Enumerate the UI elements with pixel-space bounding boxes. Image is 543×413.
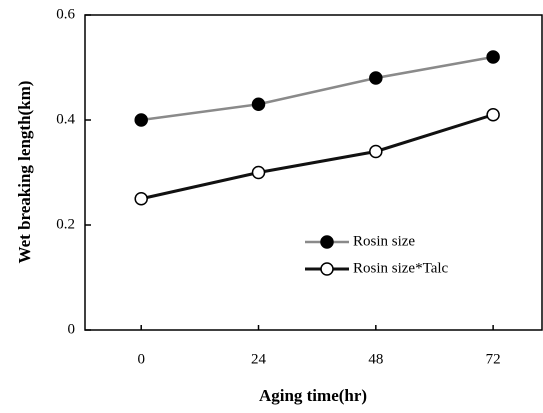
marker xyxy=(320,235,334,249)
x-axis-label: Aging time(hr) xyxy=(259,386,367,405)
marker xyxy=(369,71,383,85)
marker xyxy=(486,108,500,122)
marker xyxy=(134,192,148,206)
legend-label: Rosin size*Talc xyxy=(353,260,449,276)
x-tick-label: 0 xyxy=(137,351,145,367)
marker xyxy=(320,262,334,276)
marker xyxy=(369,144,383,159)
x-tick-label: 48 xyxy=(368,351,383,367)
y-axis-label: Wet breaking length(km) xyxy=(15,81,34,264)
y-tick-label: 0.6 xyxy=(56,6,75,22)
x-tick-label: 24 xyxy=(251,351,267,367)
y-tick-label: 0.2 xyxy=(56,216,75,232)
y-tick-label: 0.4 xyxy=(56,111,75,127)
series-line xyxy=(141,55,494,122)
marker xyxy=(486,50,500,64)
x-tick-label: 72 xyxy=(486,351,501,367)
y-tick-label: 0 xyxy=(68,321,76,337)
plot-frame xyxy=(84,14,543,331)
legend-label: Rosin size xyxy=(353,233,415,249)
marker xyxy=(251,165,266,180)
marker xyxy=(134,113,148,127)
marker xyxy=(251,97,266,111)
series-line xyxy=(140,113,494,201)
